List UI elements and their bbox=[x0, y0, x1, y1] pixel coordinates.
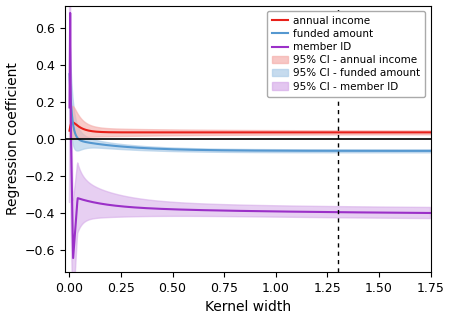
Legend: annual income, funded amount, member ID, 95% CI - annual income, 95% CI - funded: annual income, funded amount, member ID,… bbox=[267, 11, 425, 97]
Y-axis label: Regression coefficient: Regression coefficient bbox=[5, 62, 19, 215]
X-axis label: Kernel width: Kernel width bbox=[205, 300, 291, 315]
